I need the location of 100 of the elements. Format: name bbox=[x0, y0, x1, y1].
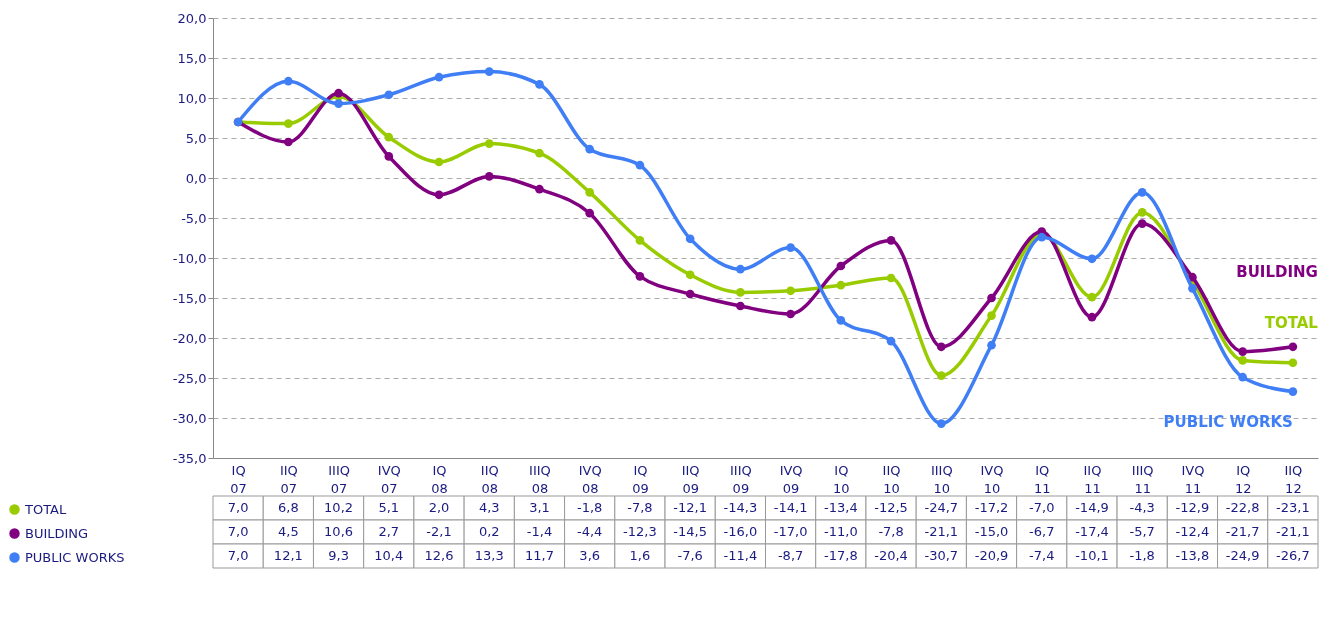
point bbox=[334, 88, 343, 98]
x-tick-label: IIQ 07 bbox=[279, 462, 298, 496]
data-label: -6,7 bbox=[1029, 524, 1055, 539]
data-label: -17,0 bbox=[773, 524, 808, 539]
point bbox=[836, 261, 846, 271]
data-label: 10,2 bbox=[324, 500, 354, 515]
x-tick-label: IVQ 09 bbox=[779, 462, 803, 496]
point bbox=[384, 132, 394, 142]
legend-label: TOTAL bbox=[24, 501, 67, 517]
point bbox=[1188, 284, 1197, 293]
point bbox=[987, 311, 996, 320]
x-tick-label: IVQ 08 bbox=[578, 462, 602, 496]
x-tick-label: IIQ 11 bbox=[1083, 462, 1102, 496]
point bbox=[1188, 272, 1197, 282]
data-label: -5,7 bbox=[1129, 524, 1155, 539]
x-tick-label: IIQ 10 bbox=[882, 462, 901, 496]
point bbox=[484, 67, 494, 76]
data-label: -30,7 bbox=[924, 548, 959, 563]
point bbox=[786, 309, 795, 319]
point bbox=[434, 190, 444, 200]
x-tick-label: IQ 11 bbox=[1033, 462, 1051, 496]
data-label: -13,8 bbox=[1175, 548, 1210, 563]
point bbox=[786, 243, 795, 252]
x-tick-label: IIQ 12 bbox=[1284, 462, 1303, 496]
data-label: 6,8 bbox=[278, 500, 299, 515]
data-label: 2,0 bbox=[428, 500, 450, 515]
data-label: -11,4 bbox=[723, 548, 758, 563]
point bbox=[886, 236, 896, 245]
y-tick-label: -25,0 bbox=[172, 370, 207, 386]
data-label: 10,4 bbox=[374, 548, 404, 563]
point bbox=[284, 119, 293, 128]
point bbox=[1087, 254, 1097, 264]
data-label: -22,8 bbox=[1225, 500, 1260, 515]
point bbox=[535, 148, 544, 158]
data-label: -16,0 bbox=[723, 524, 758, 539]
data-label: -4,4 bbox=[577, 524, 603, 539]
data-label: 3,6 bbox=[579, 548, 601, 563]
point bbox=[1288, 342, 1298, 352]
text: BUILDING bbox=[1236, 262, 1318, 281]
y-tick-label: 0,0 bbox=[185, 170, 207, 186]
point bbox=[535, 184, 544, 194]
data-label: -20,4 bbox=[874, 548, 908, 563]
point bbox=[585, 144, 595, 154]
y-tick-label: -10,0 bbox=[172, 250, 207, 266]
data-label: 3,1 bbox=[529, 500, 550, 515]
data-label: -12,9 bbox=[1175, 500, 1210, 515]
point bbox=[685, 270, 695, 280]
data-label: 1,6 bbox=[629, 548, 651, 563]
point bbox=[1238, 356, 1247, 365]
data-label: -26,7 bbox=[1276, 548, 1310, 563]
x-tick-label: IIIQ 10 bbox=[930, 462, 953, 496]
point bbox=[585, 208, 595, 218]
x-tick-label: IQ 10 bbox=[833, 462, 850, 496]
text: PUBLIC WORKS bbox=[1163, 412, 1293, 431]
data-label: -14,1 bbox=[773, 500, 808, 515]
point bbox=[1238, 372, 1247, 382]
y-tick-label: -35,0 bbox=[172, 450, 207, 466]
x-tick-label: IVQ 10 bbox=[980, 462, 1004, 496]
point bbox=[987, 340, 996, 350]
point bbox=[484, 172, 494, 181]
point bbox=[736, 301, 745, 311]
data-label: 9,3 bbox=[328, 548, 349, 563]
data-label: -14,5 bbox=[673, 524, 707, 539]
x-tick-label: IIIQ 07 bbox=[328, 462, 350, 496]
x-tick-label: IVQ 11 bbox=[1181, 462, 1205, 496]
data-label: -21,1 bbox=[1276, 524, 1310, 539]
data-label: -11,0 bbox=[824, 524, 858, 539]
data-label: -7,6 bbox=[677, 548, 703, 563]
point bbox=[585, 188, 595, 197]
data-label: -12,1 bbox=[673, 500, 707, 515]
x-tick-label: IQ 12 bbox=[1234, 462, 1252, 496]
point bbox=[384, 90, 394, 100]
data-label: 11,7 bbox=[525, 548, 554, 563]
point bbox=[786, 286, 795, 296]
point bbox=[1137, 219, 1147, 228]
data-label: -10,1 bbox=[1075, 548, 1109, 563]
point bbox=[685, 234, 695, 244]
data-label: -14,3 bbox=[723, 500, 758, 515]
x-tick-label: IIIQ 11 bbox=[1131, 462, 1154, 496]
data-label: 0,2 bbox=[478, 524, 500, 539]
data-label: -7,0 bbox=[1029, 500, 1055, 515]
point bbox=[836, 280, 846, 290]
data-label: 7,0 bbox=[227, 524, 249, 539]
point bbox=[1137, 208, 1147, 217]
data-label: -1,4 bbox=[526, 524, 553, 539]
point bbox=[384, 152, 394, 161]
point bbox=[685, 289, 695, 299]
y-tick-label: -20,0 bbox=[172, 330, 207, 346]
point bbox=[936, 419, 946, 428]
data-label: -17,2 bbox=[974, 500, 1009, 515]
point bbox=[334, 99, 343, 108]
point bbox=[736, 264, 745, 274]
data-label: -1,8 bbox=[577, 500, 603, 515]
data-label: -21,7 bbox=[1225, 524, 1260, 539]
point bbox=[284, 76, 293, 86]
data-label: -17,4 bbox=[1075, 524, 1109, 539]
point bbox=[836, 316, 846, 325]
point bbox=[987, 293, 996, 303]
data-label: -4,3 bbox=[1129, 500, 1155, 515]
point bbox=[1087, 312, 1097, 322]
